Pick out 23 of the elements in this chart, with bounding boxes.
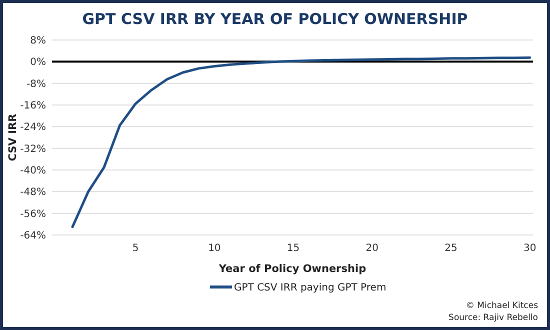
x-tick-label: 20 (366, 243, 379, 254)
y-tick-label: -48% (20, 187, 46, 198)
line-series (71, 56, 532, 228)
x-tick-label: 30 (523, 243, 536, 254)
y-tick-label: -56% (20, 208, 46, 220)
source-note: Source: Rajiv Rebello (448, 313, 538, 323)
x-axis-title: Year of Policy Ownership (218, 263, 367, 275)
x-tick-label: 25 (444, 243, 458, 254)
x-tick-label: 10 (208, 243, 221, 254)
y-tick-label: 8% (30, 36, 46, 46)
x-tick-label: 5 (132, 243, 139, 254)
x-tick-label: 15 (286, 243, 300, 254)
y-tick-label: -8% (26, 78, 46, 90)
text: © Michael Kitces (466, 301, 539, 311)
y-tick-label: -16% (20, 100, 46, 112)
y-tick-label: 0% (30, 57, 46, 68)
y-tick-label: -64% (20, 230, 46, 242)
y-tick-label: -24% (20, 122, 46, 134)
y-tick-label: -40% (20, 166, 46, 176)
legend-label: GPT CSV IRR paying GPT Prem (234, 282, 386, 294)
y-axis-title: CSV IRR (7, 114, 19, 162)
y-tick-label: -32% (20, 144, 46, 155)
chart-title: GPT CSV IRR BY YEAR OF POLICY OWNERSHIP (82, 10, 468, 28)
